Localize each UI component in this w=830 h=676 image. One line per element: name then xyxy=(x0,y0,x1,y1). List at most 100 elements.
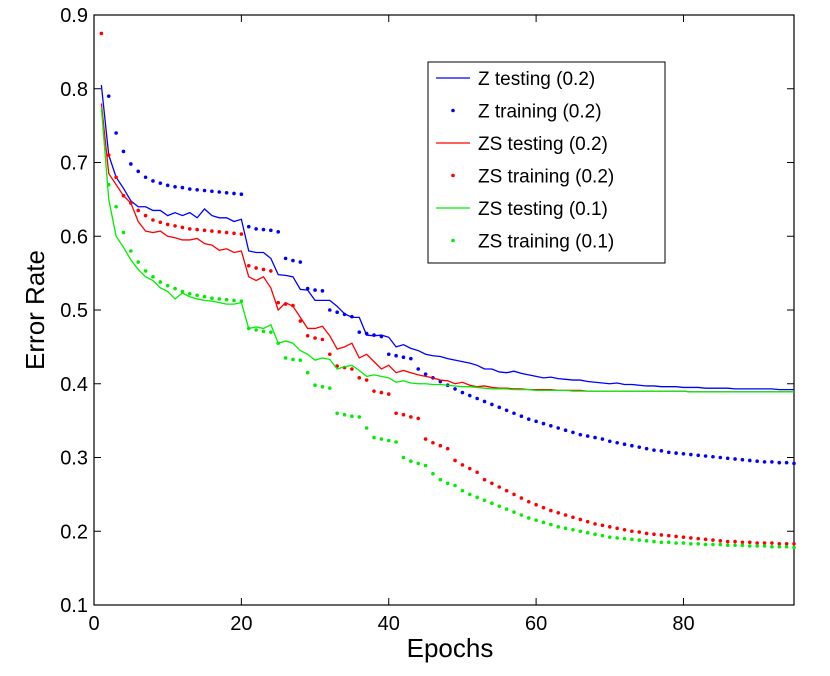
data-point xyxy=(239,232,244,236)
data-point xyxy=(401,455,406,460)
data-point xyxy=(622,536,627,541)
data-point xyxy=(482,477,487,482)
data-point xyxy=(755,544,759,548)
data-point xyxy=(158,280,163,284)
data-point xyxy=(475,495,479,500)
data-point xyxy=(416,367,421,371)
data-point xyxy=(733,457,737,461)
data-point xyxy=(644,531,649,536)
data-point xyxy=(269,269,273,273)
data-point xyxy=(593,532,597,536)
data-point xyxy=(755,541,759,545)
data-point xyxy=(239,192,244,197)
data-point xyxy=(158,181,163,185)
data-point xyxy=(372,435,376,440)
y-tick-label: 0.9 xyxy=(60,5,88,27)
data-point xyxy=(187,227,192,231)
data-point xyxy=(210,229,214,233)
data-point xyxy=(541,505,546,510)
data-point xyxy=(283,356,288,360)
data-point xyxy=(659,533,664,537)
data-point xyxy=(630,443,634,448)
data-point xyxy=(792,541,796,546)
series-6 xyxy=(106,182,796,550)
data-point xyxy=(438,443,443,448)
series-1 xyxy=(100,84,794,391)
data-point xyxy=(681,541,686,545)
data-point xyxy=(246,326,251,331)
data-point xyxy=(740,540,745,545)
data-point xyxy=(689,452,693,457)
data-point xyxy=(401,355,406,360)
data-point xyxy=(187,291,192,296)
data-point xyxy=(283,256,288,261)
data-point xyxy=(467,393,472,398)
data-point xyxy=(187,187,192,191)
data-point xyxy=(689,536,693,540)
data-point xyxy=(438,477,443,482)
data-point xyxy=(556,426,561,430)
data-point xyxy=(291,357,295,362)
legend-entry: ZS testing (0.2) xyxy=(436,134,608,155)
series-5 xyxy=(100,107,794,393)
data-point xyxy=(526,499,531,504)
data-point xyxy=(99,31,104,36)
y-axis-title: Error Rate xyxy=(20,250,50,370)
data-point xyxy=(747,544,752,548)
data-point xyxy=(607,439,612,444)
data-point xyxy=(136,208,141,213)
data-point xyxy=(637,445,642,449)
data-point xyxy=(106,182,111,187)
data-point xyxy=(703,454,708,458)
data-point xyxy=(504,408,509,413)
data-point xyxy=(386,438,391,443)
series-2 xyxy=(106,94,796,466)
data-point xyxy=(254,266,258,270)
data-point xyxy=(681,535,686,539)
data-point xyxy=(711,542,715,547)
data-point xyxy=(327,308,332,312)
legend-entry: ZS training (0.1) xyxy=(451,232,614,253)
data-point xyxy=(696,453,701,458)
data-point xyxy=(180,225,185,230)
data-point xyxy=(261,329,266,334)
series-4 xyxy=(99,31,796,546)
data-point xyxy=(718,542,723,547)
data-point xyxy=(254,328,258,332)
legend-label: ZS training (0.1) xyxy=(478,232,614,253)
legend-entry: Z testing (0.2) xyxy=(436,69,595,90)
data-point xyxy=(777,541,782,546)
data-point xyxy=(585,519,590,524)
data-point xyxy=(519,414,524,419)
data-point xyxy=(136,169,141,174)
data-point xyxy=(350,314,354,319)
data-point xyxy=(165,283,170,288)
data-point xyxy=(674,451,678,455)
data-point xyxy=(453,483,457,488)
data-point xyxy=(696,541,701,546)
data-point xyxy=(792,461,796,466)
data-point xyxy=(585,434,590,438)
data-point xyxy=(394,440,398,444)
data-point xyxy=(202,228,207,233)
data-point xyxy=(269,330,273,334)
data-point xyxy=(571,430,575,435)
data-point xyxy=(571,515,575,520)
data-point xyxy=(541,421,546,426)
x-tick-label: 80 xyxy=(672,613,694,635)
data-point xyxy=(630,537,634,542)
data-point xyxy=(482,498,487,503)
data-point xyxy=(526,516,531,520)
data-point xyxy=(254,227,258,231)
data-point xyxy=(357,330,362,334)
data-point xyxy=(740,457,745,462)
data-point xyxy=(350,414,354,419)
data-point xyxy=(313,336,317,340)
data-point xyxy=(298,260,303,264)
data-point xyxy=(298,358,303,362)
data-point xyxy=(733,543,737,548)
data-point xyxy=(534,419,538,424)
data-point xyxy=(386,392,391,396)
data-point xyxy=(475,396,479,401)
data-point xyxy=(386,352,391,357)
